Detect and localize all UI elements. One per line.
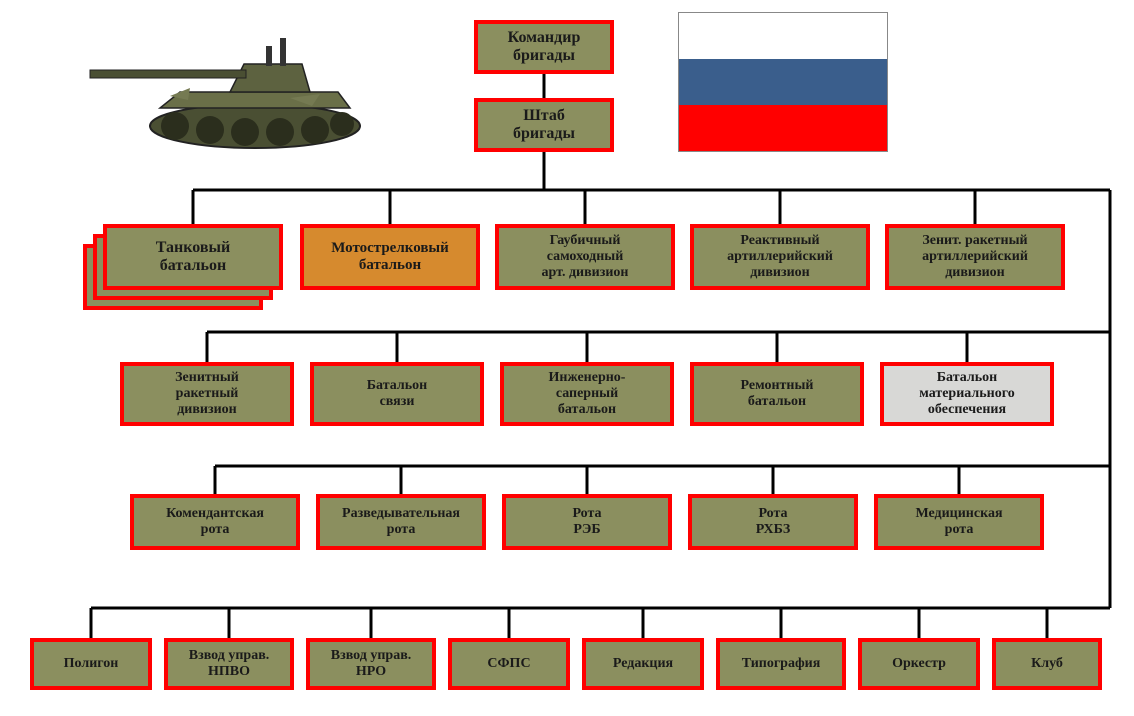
node-r3_3: Рота РЭБ bbox=[502, 494, 672, 550]
node-r4_1: Полигон bbox=[30, 638, 152, 690]
node-r4_3: Взвод управ. НРО bbox=[306, 638, 436, 690]
node-r4_7: Оркестр bbox=[858, 638, 980, 690]
node-r4_8: Клуб bbox=[992, 638, 1102, 690]
node-hq: Штаб бригады bbox=[474, 98, 614, 152]
flag-stripe-red bbox=[679, 105, 887, 151]
flag-stripe-blue bbox=[679, 59, 887, 105]
tank-image bbox=[80, 8, 380, 158]
node-r2_2: Батальон связи bbox=[310, 362, 484, 426]
node-r2_1: Зенитный ракетный дивизион bbox=[120, 362, 294, 426]
node-r1_2: Мотострелковый батальон bbox=[300, 224, 480, 290]
node-r3_1: Комендантская рота bbox=[130, 494, 300, 550]
node-r3_2: Разведывательная рота bbox=[316, 494, 486, 550]
node-r1_1: Танковый батальон bbox=[103, 224, 283, 290]
node-r2_3: Инженерно- саперный батальон bbox=[500, 362, 674, 426]
node-r4_2: Взвод управ. НПВО bbox=[164, 638, 294, 690]
node-r4_6: Типография bbox=[716, 638, 846, 690]
node-r1_4: Реактивный артиллерийский дивизион bbox=[690, 224, 870, 290]
node-r2_5: Батальон материального обеспечения bbox=[880, 362, 1054, 426]
russian-flag bbox=[678, 12, 888, 152]
node-r3_5: Медицинская рота bbox=[874, 494, 1044, 550]
node-r4_5: Редакция bbox=[582, 638, 704, 690]
node-r1_5: Зенит. ракетный артиллерийский дивизион bbox=[885, 224, 1065, 290]
node-r4_4: СФПС bbox=[448, 638, 570, 690]
flag-stripe-white bbox=[679, 13, 887, 59]
node-r2_4: Ремонтный батальон bbox=[690, 362, 864, 426]
node-commander: Командир бригады bbox=[474, 20, 614, 74]
node-r3_4: Рота РХБЗ bbox=[688, 494, 858, 550]
node-r1_3: Гаубичный самоходный арт. дивизион bbox=[495, 224, 675, 290]
